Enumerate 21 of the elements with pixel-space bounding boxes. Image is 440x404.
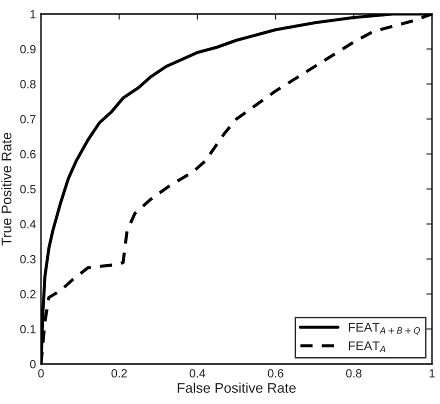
- y-tick-label: 0.3: [20, 255, 36, 264]
- y-tick-label: 0.4: [20, 220, 36, 228]
- y-tick-label: 0: [30, 360, 36, 368]
- y-tick-label: 0.6: [20, 150, 36, 158]
- x-tick-label: 0.8: [346, 369, 362, 378]
- y-tick-label: 0.7: [20, 115, 36, 124]
- y-tick-label: 0.1: [20, 325, 36, 334]
- x-tick-label: 1: [430, 369, 435, 378]
- x-tick-label: 0.6: [268, 369, 284, 378]
- x-tick-label: 0: [38, 369, 44, 378]
- y-axis-title: True Positive Rate: [1, 132, 12, 246]
- x-axis-title: False Positive Rate: [178, 382, 296, 393]
- y-tick-label: 0.8: [20, 80, 36, 88]
- legend-label: FEAT$_{A+B+Q}$: [348, 322, 420, 335]
- y-tick-label: 0.9: [20, 45, 36, 54]
- y-tick-label: 0.2: [20, 290, 36, 298]
- legend-label: FEAT$_{A}$: [348, 342, 386, 352]
- x-tick-label: 0.4: [190, 369, 206, 378]
- x-tick-label: 0.2: [111, 369, 127, 378]
- y-tick-label: 0.5: [20, 185, 36, 194]
- y-tick-label: 1: [30, 10, 36, 18]
